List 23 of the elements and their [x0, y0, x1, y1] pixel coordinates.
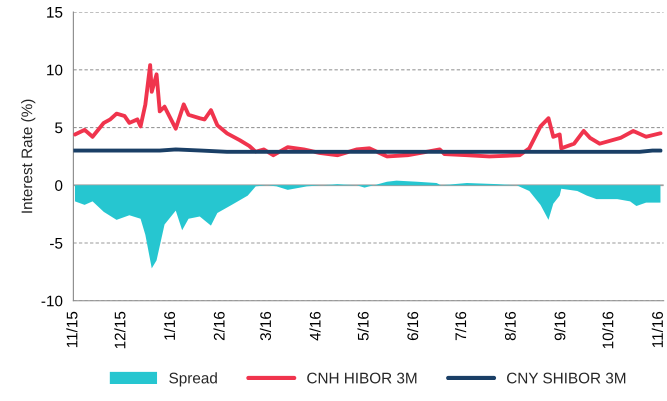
x-tick-label: 8/16: [504, 312, 516, 340]
x-tick-label: 10/16: [602, 312, 614, 348]
x-tick-label: 7/16: [454, 312, 466, 340]
y-tick-label: -5: [50, 238, 62, 249]
x-tick-label: 2/16: [213, 312, 225, 340]
x-tick-label: 4/16: [309, 312, 321, 341]
x-tick-label: 11/16: [652, 312, 663, 348]
x-tick-label: 11/15: [66, 312, 78, 348]
y-tick-label: -10: [42, 296, 62, 306]
x-tick-label: 1/16: [164, 312, 176, 340]
x-tick-label: 9/16: [554, 312, 566, 340]
legend-label: CNY SHIBOR 3M: [507, 372, 626, 384]
y-axis-title: Interest Rate (%): [21, 100, 36, 213]
y-tick-label: 5: [55, 122, 62, 134]
x-tick-label: 5/16: [357, 312, 369, 340]
x-tick-label: 3/16: [260, 312, 272, 340]
legend-label: Spread: [169, 372, 217, 386]
x-tick-label: 12/15: [114, 312, 126, 348]
y-tick-label: 10: [47, 64, 62, 76]
x-tick-label: 6/16: [406, 312, 418, 340]
y-tick-label: 15: [47, 7, 62, 18]
y-tick-label: 0: [55, 180, 62, 191]
legend-label: CNH HIBOR 3M: [307, 372, 416, 384]
